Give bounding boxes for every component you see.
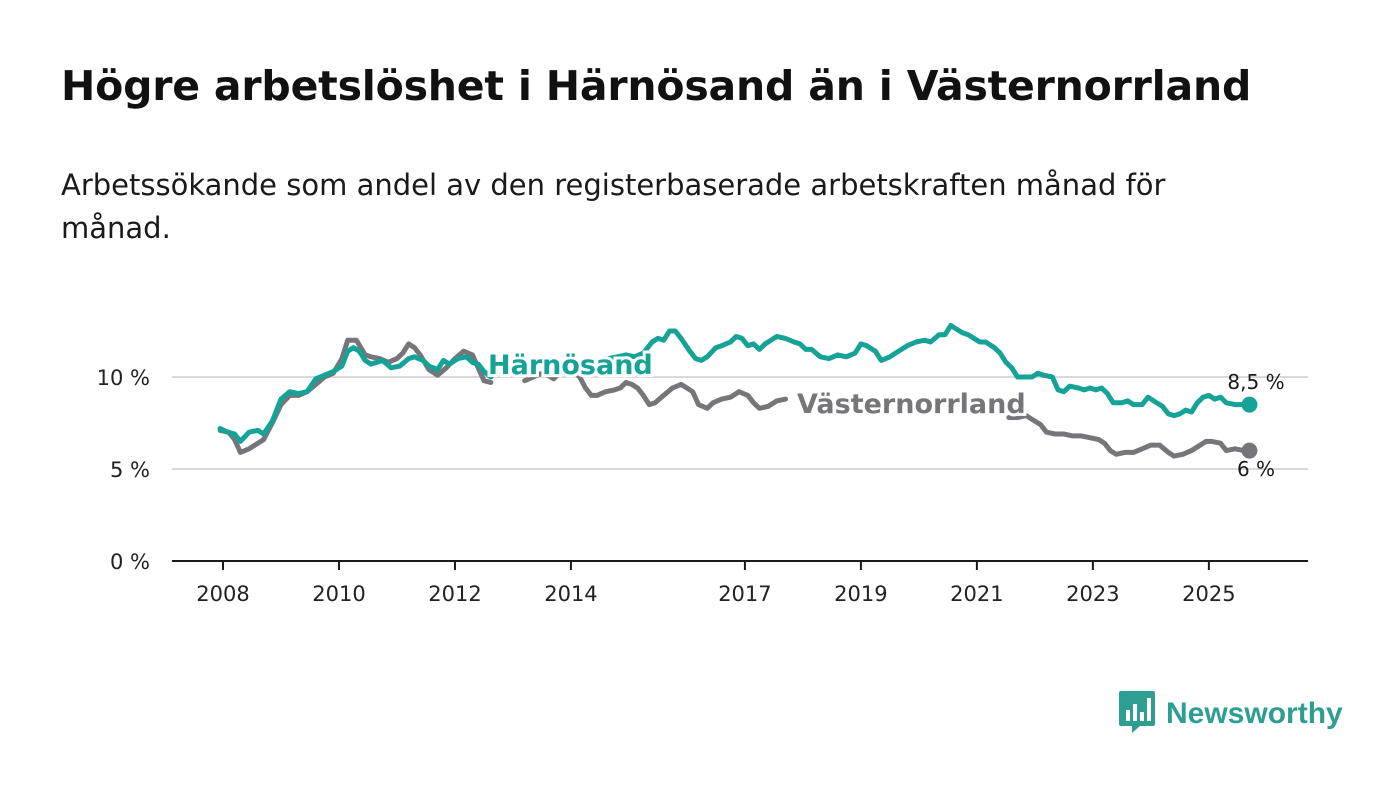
series-line-harnosand xyxy=(591,323,1252,419)
bar-chart-speech-bubble-icon xyxy=(1118,690,1156,738)
brand-logo: Newsworthy xyxy=(1118,690,1343,738)
series-layer xyxy=(217,323,1258,459)
x-tick-label: 2012 xyxy=(428,582,481,606)
end-label-vasternorrland: 6 % xyxy=(1237,457,1275,481)
series-line-vasternorrland xyxy=(522,367,788,411)
series-line-vasternorrland xyxy=(217,337,494,455)
label-layer: Härnösand Västernorrland 8,5 % 6 % xyxy=(485,347,1285,481)
brand-name: Newsworthy xyxy=(1166,697,1343,730)
y-tick-label: 5 % xyxy=(110,458,150,482)
series-end-marker xyxy=(1241,396,1258,413)
chart-title: Högre arbetslöshet i Härnösand än i Väst… xyxy=(61,62,1252,110)
end-label-harnosand: 8,5 % xyxy=(1227,370,1284,394)
chart-subtitle: Arbetssökande som andel av den registerb… xyxy=(61,168,1166,245)
axis-layer: 0 % 5 % 10 % 2008 2010 2012 2014 2017 2019 2021 20… xyxy=(97,366,1308,606)
series-line-harnosand xyxy=(217,345,494,444)
x-tick-label: 2023 xyxy=(1066,582,1119,606)
series-end-marker xyxy=(1241,442,1258,459)
x-tick-label: 2008 xyxy=(196,582,249,606)
grid-layer xyxy=(172,376,1308,470)
x-tick-label: 2019 xyxy=(834,582,887,606)
x-tick-label: 2014 xyxy=(544,582,597,606)
series-line-vasternorrland xyxy=(1006,413,1252,459)
x-tick-label: 2025 xyxy=(1182,582,1235,606)
y-tick-label: 10 % xyxy=(97,366,150,390)
x-tick-label: 2010 xyxy=(312,582,365,606)
series-label-harnosand: Härnösand xyxy=(488,350,653,381)
x-tick-label: 2017 xyxy=(718,582,771,606)
series-label-vasternorrland: Västernorrland xyxy=(797,389,1026,420)
x-tick-label: 2021 xyxy=(950,582,1003,606)
y-tick-label: 0 % xyxy=(110,550,150,574)
